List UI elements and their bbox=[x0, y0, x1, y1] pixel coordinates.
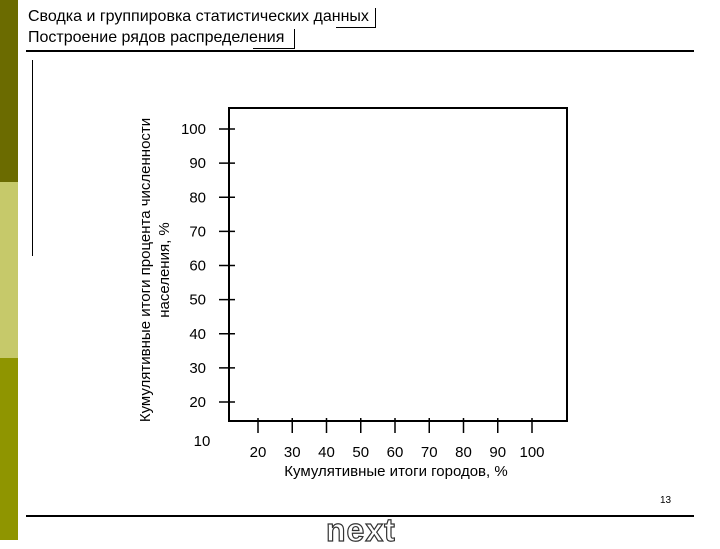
x-tick-label: 20 bbox=[250, 444, 267, 461]
title-underline-1 bbox=[335, 27, 376, 28]
sidebar-segment-bottom bbox=[0, 358, 18, 540]
y-tick-label: 90 bbox=[189, 155, 206, 172]
title-mark-2 bbox=[294, 29, 296, 49]
title-underline-2 bbox=[253, 48, 296, 49]
x-tick-label: 100 bbox=[519, 444, 544, 461]
x-tick-label: 90 bbox=[489, 444, 506, 461]
next-button[interactable]: next bbox=[325, 511, 396, 548]
slide-number: 13 bbox=[660, 495, 672, 506]
sidebar-segment-middle bbox=[0, 182, 18, 358]
corner-tick-label: 10 bbox=[194, 433, 211, 450]
slide-header: Сводка и группировка статистических данн… bbox=[28, 6, 376, 49]
sidebar-segment-top bbox=[0, 0, 18, 182]
slide-title: Сводка и группировка статистических данн… bbox=[28, 8, 369, 25]
x-axis: 20 30 40 50 60 70 80 90 100 bbox=[250, 418, 545, 461]
y-axis: 20 30 40 50 60 70 80 90 100 bbox=[181, 121, 235, 411]
y-axis-label-line-2: населения, % bbox=[156, 222, 173, 318]
title-mark-1 bbox=[374, 8, 376, 28]
x-tick-label: 30 bbox=[284, 444, 301, 461]
left-vertical-line bbox=[32, 60, 33, 256]
x-axis-label: Кумулятивные итоги городов, % bbox=[284, 463, 507, 480]
y-tick-label: 40 bbox=[189, 326, 206, 343]
footer-divider bbox=[26, 515, 694, 517]
title-line-1-wrap: Сводка и группировка статистических данн… bbox=[28, 6, 376, 28]
x-tick-label: 70 bbox=[421, 444, 438, 461]
x-tick-label: 80 bbox=[455, 444, 472, 461]
y-tick-label: 80 bbox=[189, 189, 206, 206]
x-tick-label: 50 bbox=[352, 444, 369, 461]
title-line-2-wrap: Построение рядов распределения bbox=[28, 27, 296, 49]
x-tick-label: 40 bbox=[318, 444, 335, 461]
y-tick-label: 100 bbox=[181, 121, 206, 138]
y-tick-label: 60 bbox=[189, 258, 206, 275]
y-tick-label: 20 bbox=[189, 394, 206, 411]
y-tick-label: 50 bbox=[189, 292, 206, 309]
y-tick-label: 30 bbox=[189, 360, 206, 377]
x-tick-label: 60 bbox=[387, 444, 404, 461]
slide-subtitle: Построение рядов распределения bbox=[28, 29, 285, 46]
plot-area-frame bbox=[228, 107, 568, 422]
header-divider bbox=[26, 50, 694, 52]
y-tick-label: 70 bbox=[189, 223, 206, 240]
y-axis-label-line-1: Кумулятивные итоги процента численности bbox=[137, 118, 154, 422]
